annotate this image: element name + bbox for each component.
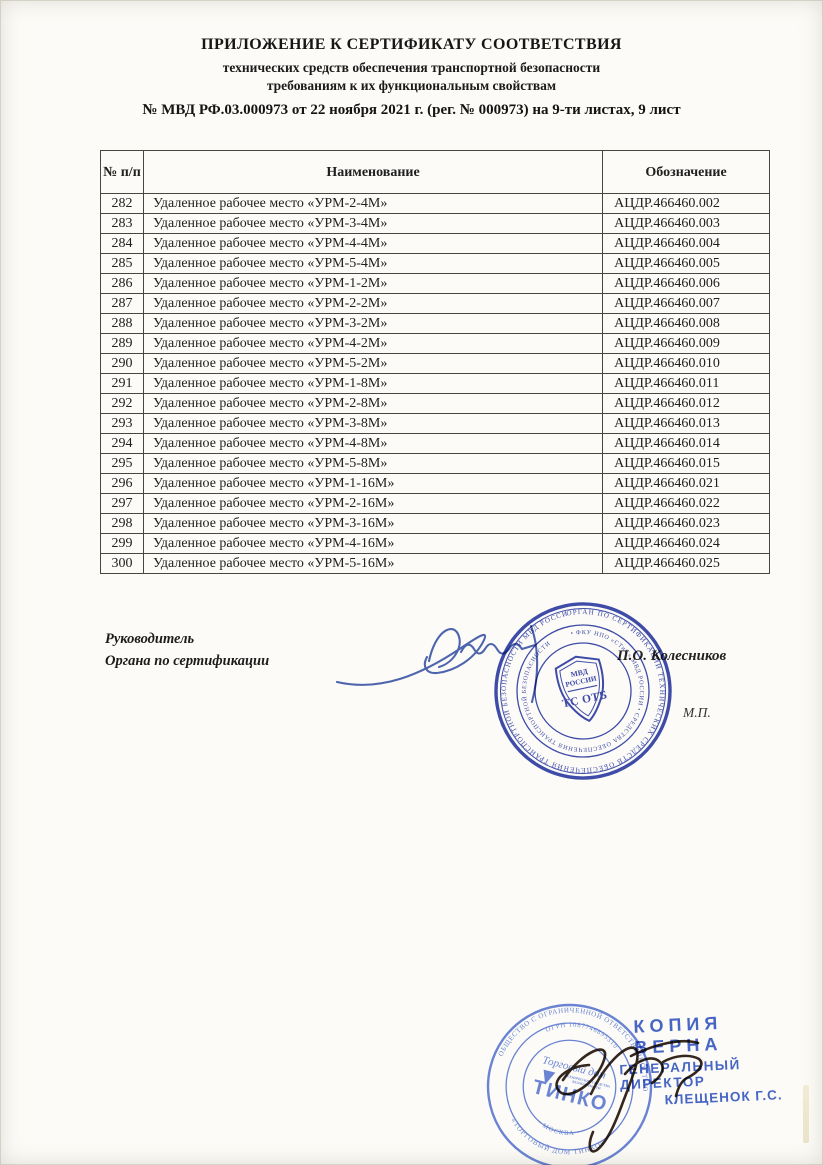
table-row: 300 Удаленное рабочее место «УРМ-5-16М» АЦ… — [100, 553, 770, 574]
table-row: 287 Удаленное рабочее место «УРМ-2-2М» АЦД… — [100, 293, 770, 314]
document-subtitle-2: требованиям к их функциональным свойства… — [266, 78, 557, 93]
item-designation: АЦДР.466460.025 — [602, 553, 770, 574]
shield-text-mvd: МВД — [570, 667, 589, 680]
director-signature-blue — [335, 624, 539, 704]
item-name: Удаленное рабочее место «УРМ-5-16М» — [142, 553, 604, 574]
row-number: 286 — [100, 273, 144, 294]
row-number: 298 — [100, 513, 144, 534]
item-designation: АЦДР.466460.012 — [602, 393, 770, 414]
item-name: Удаленное рабочее место «УРМ-5-2М» — [142, 353, 604, 374]
document-header: ПРИЛОЖЕНИЕ К СЕРТИФИКАТУ СООТВЕТСТВИЯ те… — [0, 36, 823, 95]
item-name: Удаленное рабочее место «УРМ-3-8М» — [142, 413, 604, 434]
item-name: Удаленное рабочее место «УРМ-2-4М» — [142, 193, 604, 214]
row-number: 285 — [100, 253, 144, 274]
row-number: 282 — [100, 193, 144, 214]
table-row: 282 Удаленное рабочее место «УРМ-2-4М» АЦД… — [100, 193, 770, 214]
table-row: 288 Удаленное рабочее место «УРМ-3-2М» АЦД… — [100, 313, 770, 334]
table-row: 293 Удаленное рабочее место «УРМ-3-8М» АЦД… — [100, 413, 770, 434]
item-name: Удаленное рабочее место «УРМ-4-16М» — [142, 533, 604, 554]
certificate-number-line: № МВД РФ.03.000973 от 22 ноября 2021 г. … — [142, 102, 681, 118]
item-name: Удаленное рабочее место «УРМ-2-8М» — [142, 393, 604, 414]
row-number: 289 — [100, 333, 144, 354]
item-name: Удаленное рабочее место «УРМ-4-4М» — [142, 233, 604, 254]
item-designation: АЦДР.466460.009 — [602, 333, 770, 354]
row-number: 296 — [100, 473, 144, 494]
row-number: 287 — [100, 293, 144, 314]
item-designation: АЦДР.466460.013 — [602, 413, 770, 434]
item-designation: АЦДР.466460.023 — [602, 513, 770, 534]
table-row: 286 Удаленное рабочее место «УРМ-1-2М» АЦД… — [100, 273, 770, 294]
row-number: 293 — [100, 413, 144, 434]
item-name: Удаленное рабочее место «УРМ-4-2М» — [142, 333, 604, 354]
item-name: Удаленное рабочее место «УРМ-1-16М» — [142, 473, 604, 494]
table-row: 298 Удаленное рабочее место «УРМ-3-16М» АЦ… — [100, 513, 770, 534]
table-row: 294 Удаленное рабочее место «УРМ-4-8М» АЦД… — [100, 433, 770, 454]
row-number: 284 — [100, 233, 144, 254]
item-designation: АЦДР.466460.006 — [602, 273, 770, 294]
row-number: 283 — [100, 213, 144, 234]
row-number: 288 — [100, 313, 144, 334]
row-number: 299 — [100, 533, 144, 554]
item-designation: АЦДР.466460.008 — [602, 313, 770, 334]
tinko-logo-triangle-icon — [543, 1069, 556, 1085]
table-header-row: № п/п Наименование Обозначение — [100, 150, 770, 194]
item-name: Удаленное рабочее место «УРМ-5-4М» — [142, 253, 604, 274]
column-header-name: Наименование — [142, 150, 604, 194]
item-designation: АЦДР.466460.015 — [602, 453, 770, 474]
table-row: 296 Удаленное рабочее место «УРМ-1-16М» АЦ… — [100, 473, 770, 494]
item-designation: АЦДР.466460.014 — [602, 433, 770, 454]
row-number: 294 — [100, 433, 144, 454]
table-row: 284 Удаленное рабочее место «УРМ-4-4М» АЦД… — [100, 233, 770, 254]
table-row: 297 Удаленное рабочее место «УРМ-2-16М» АЦ… — [100, 493, 770, 514]
item-name: Удаленное рабочее место «УРМ-2-2М» — [142, 293, 604, 314]
item-name: Удаленное рабочее место «УРМ-2-16М» — [142, 493, 604, 514]
item-designation: АЦДР.466460.022 — [602, 493, 770, 514]
table-row: 285 Удаленное рабочее место «УРМ-5-4М» АЦД… — [100, 253, 770, 274]
row-number: 297 — [100, 493, 144, 514]
items-table: № п/п Наименование Обозначение 282 Удален… — [100, 150, 770, 574]
signer-role-line1: Руководитель — [105, 631, 195, 647]
item-name: Удаленное рабочее место «УРМ-4-8М» — [142, 433, 604, 454]
signer-role-line2: Органа по сертификации — [105, 652, 270, 669]
general-director-signature-dark — [555, 1039, 703, 1153]
item-designation: АЦДР.466460.021 — [602, 473, 770, 494]
column-header-row-number: № п/п — [100, 150, 144, 194]
item-designation: АЦДР.466460.010 — [602, 353, 770, 374]
row-number: 290 — [100, 353, 144, 374]
column-header-designation: Обозначение — [602, 150, 770, 194]
item-name: Удаленное рабочее место «УРМ-3-2М» — [142, 313, 604, 334]
table-row: 291 Удаленное рабочее место «УРМ-1-8М» АЦД… — [100, 373, 770, 394]
table-row: 292 Удаленное рабочее место «УРМ-2-8М» АЦД… — [100, 393, 770, 414]
table-row: 283 Удаленное рабочее место «УРМ-3-4М» АЦД… — [100, 213, 770, 234]
item-designation: АЦДР.466460.005 — [602, 253, 770, 274]
item-name: Удаленное рабочее место «УРМ-1-2М» — [142, 273, 604, 294]
item-designation: АЦДР.466460.002 — [602, 193, 770, 214]
table-row: 290 Удаленное рабочее место «УРМ-5-2М» АЦД… — [100, 353, 770, 374]
table-row: 295 Удаленное рабочее место «УРМ-5-8М» АЦД… — [100, 453, 770, 474]
document-subtitle-1: технических средств обеспечения транспор… — [222, 60, 601, 75]
item-designation: АЦДР.466460.007 — [602, 293, 770, 314]
table-row: 299 Удаленное рабочее место «УРМ-4-16М» АЦ… — [100, 533, 770, 554]
row-number: 292 — [100, 393, 144, 414]
scan-artifact — [803, 1085, 809, 1143]
signer-name: П.О. Колесников — [617, 648, 727, 664]
item-designation: АЦДР.466460.011 — [602, 373, 770, 394]
signer-role: Руководитель Органа по сертификации — [105, 629, 269, 672]
certification-round-stamp: ОРГАН ПО СЕРТИФИКАЦИИ ТЕХНИЧЕСКИХ СРЕДСТ… — [491, 599, 675, 783]
item-designation: АЦДР.466460.004 — [602, 233, 770, 254]
item-name: Удаленное рабочее место «УРМ-3-4М» — [142, 213, 604, 234]
item-designation: АЦДР.466460.003 — [602, 213, 770, 234]
item-name: Удаленное рабочее место «УРМ-1-8М» — [142, 373, 604, 394]
stamp-place-abbr: М.П. — [683, 705, 711, 720]
row-number: 295 — [100, 453, 144, 474]
row-number: 300 — [100, 553, 144, 574]
document-title: ПРИЛОЖЕНИЕ К СЕРТИФИКАТУ СООТВЕТСТВИЯ — [201, 36, 622, 53]
row-number: 291 — [100, 373, 144, 394]
item-designation: АЦДР.466460.024 — [602, 533, 770, 554]
table-row: 289 Удаленное рабочее место «УРМ-4-2М» АЦД… — [100, 333, 770, 354]
item-name: Удаленное рабочее место «УРМ-3-16М» — [142, 513, 604, 534]
item-name: Удаленное рабочее место «УРМ-5-8М» — [142, 453, 604, 474]
